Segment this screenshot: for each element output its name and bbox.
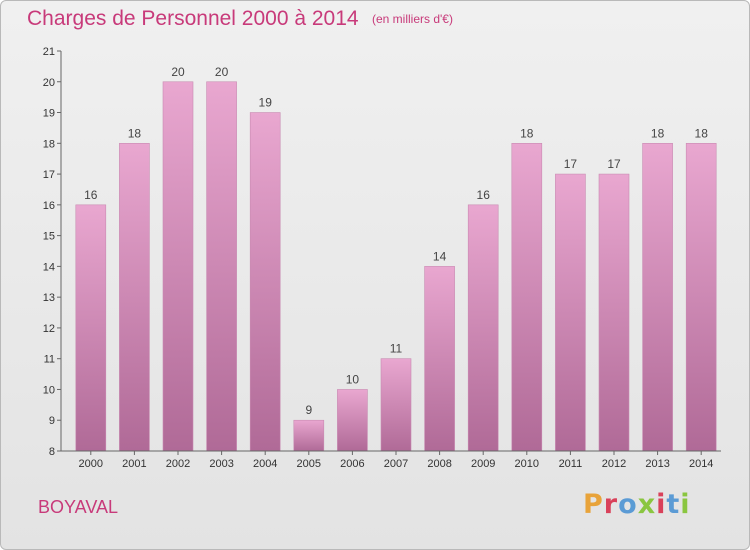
bar-2001[interactable] — [119, 143, 150, 452]
x-tick-label-2014: 2014 — [689, 458, 713, 470]
x-axis: 2000 2001 2002 2003 2004 2005 2006 2007 2008 2009… — [61, 450, 721, 470]
data-label-2008: 14 — [433, 249, 447, 263]
y-tick-label: 21 — [43, 46, 55, 58]
bar-2006[interactable] — [337, 389, 368, 452]
chart-subtitle: (en milliers d'€) — [372, 12, 453, 26]
bar-2005[interactable] — [293, 419, 325, 452]
bar-2013[interactable] — [642, 143, 673, 452]
bars-group — [75, 81, 717, 452]
x-tick-label-2008: 2008 — [427, 458, 451, 470]
bar-2012[interactable] — [598, 173, 630, 452]
y-tick-label: 8 — [49, 446, 55, 458]
brand-letter: r — [603, 489, 619, 520]
data-label-2007: 11 — [390, 342, 403, 356]
bar-2011[interactable] — [555, 173, 586, 452]
data-label-2013: 18 — [651, 126, 665, 140]
data-labels-group: 16 18 20 20 19 9 10 11 14 16 18 17 17 18 18 — [84, 65, 708, 417]
bar-2004[interactable] — [249, 112, 281, 452]
commune-name: BOYAVAL — [38, 497, 119, 517]
proxiti-logo[interactable]: Proxiti — [583, 489, 691, 520]
brand-letter: x — [637, 489, 657, 520]
data-label-2003: 20 — [215, 65, 229, 79]
bar-2002[interactable] — [162, 81, 194, 452]
bar-2009[interactable] — [467, 204, 499, 452]
y-tick-label: 13 — [43, 292, 55, 304]
y-axis: 8 9 10 11 12 13 14 15 16 17 18 19 20 21 — [43, 46, 62, 458]
x-tick-label-2004: 2004 — [253, 458, 277, 470]
bar-2010[interactable] — [511, 143, 543, 452]
data-label-2006: 10 — [346, 372, 360, 386]
brand-letter: P — [583, 489, 604, 520]
brand-letter: i — [680, 489, 691, 520]
data-label-2000: 16 — [84, 188, 98, 202]
data-label-2009: 16 — [477, 188, 491, 202]
x-tick-label-2000: 2000 — [79, 458, 103, 470]
y-tick-label: 14 — [43, 261, 55, 273]
y-tick-label: 12 — [43, 323, 55, 335]
data-label-2011: 17 — [564, 157, 578, 171]
data-label-2010: 18 — [520, 126, 534, 140]
x-tick-label-2010: 2010 — [515, 458, 539, 470]
y-tick-label: 16 — [43, 200, 55, 212]
brand-letter: o — [618, 489, 638, 520]
data-label-2005: 9 — [305, 403, 312, 417]
x-tick-label-2001: 2001 — [122, 458, 146, 470]
x-tick-label-2009: 2009 — [471, 458, 495, 470]
data-label-2004: 19 — [259, 96, 273, 110]
x-tick-label-2013: 2013 — [645, 458, 669, 470]
bar-2014[interactable] — [685, 143, 717, 452]
y-tick-label: 17 — [43, 169, 55, 181]
y-tick-label: 9 — [49, 415, 55, 427]
y-tick-label: 15 — [43, 231, 55, 243]
chart-title: Charges de Personnel 2000 à 2014 — [27, 7, 359, 30]
bar-2007[interactable] — [380, 358, 412, 452]
data-label-2014: 18 — [695, 126, 709, 140]
y-tick-label: 19 — [43, 108, 55, 120]
data-label-2001: 18 — [128, 126, 142, 140]
bar-2000[interactable] — [75, 204, 107, 452]
brand-letter: i — [656, 489, 667, 520]
bar-2003[interactable] — [206, 81, 237, 452]
y-tick-label: 11 — [44, 354, 55, 366]
brand-letter: t — [666, 489, 681, 520]
x-tick-label-2006: 2006 — [340, 458, 364, 470]
x-tick-label-2005: 2005 — [297, 458, 321, 470]
y-tick-label: 18 — [43, 138, 55, 150]
x-tick-label-2007: 2007 — [384, 458, 408, 470]
y-tick-label: 10 — [43, 384, 55, 396]
x-tick-label-2011: 2011 — [559, 458, 583, 470]
data-label-2002: 20 — [171, 65, 185, 79]
x-tick-label-2012: 2012 — [602, 458, 626, 470]
y-tick-label: 20 — [43, 77, 55, 89]
x-tick-label-2002: 2002 — [166, 458, 190, 470]
x-tick-label-2003: 2003 — [209, 458, 233, 470]
bar-2008[interactable] — [424, 266, 455, 452]
data-label-2012: 17 — [607, 157, 621, 171]
